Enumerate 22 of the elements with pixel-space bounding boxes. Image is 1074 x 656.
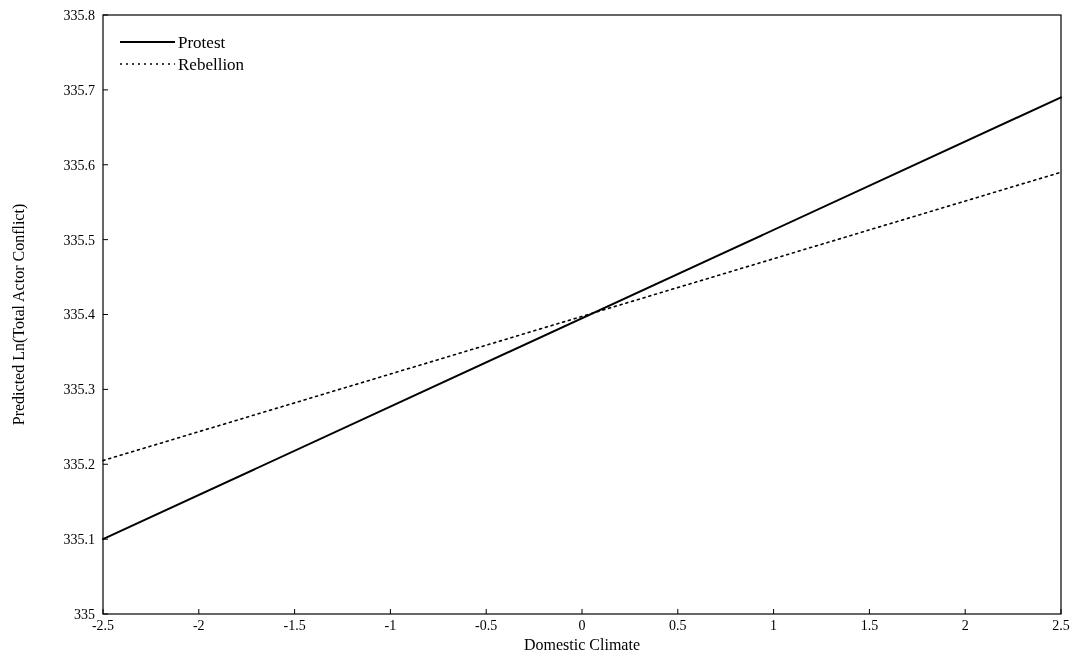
legend-label: Rebellion <box>178 54 245 74</box>
x-tick-label: 1.5 <box>860 618 879 633</box>
y-tick-label: 335.4 <box>63 307 95 323</box>
y-tick-label: 335.6 <box>63 157 95 173</box>
x-tick-label: 2.5 <box>1052 618 1070 633</box>
x-tick-label: -1.5 <box>283 618 306 633</box>
x-tick-label: -1 <box>384 618 397 633</box>
y-tick-label: 335.7 <box>63 82 95 98</box>
x-tick-label: 0.5 <box>669 618 687 633</box>
y-tick-label: 335.3 <box>63 382 95 398</box>
y-tick-label: 335.8 <box>63 7 95 23</box>
x-tick-label: -2 <box>192 618 205 633</box>
y-tick-label: 335.2 <box>63 457 95 473</box>
x-tick-label: 2 <box>961 618 969 633</box>
x-axis-title: Domestic Climate <box>524 636 640 653</box>
x-tick-label: 1 <box>770 618 778 633</box>
x-tick-label: -0.5 <box>475 618 498 633</box>
y-axis-title: Predicted Ln(Total Actor Conflict) <box>10 203 28 426</box>
legend-label: Protest <box>178 32 226 52</box>
x-tick-label: 0 <box>578 618 586 633</box>
y-tick-label: 335.5 <box>63 232 95 248</box>
y-tick-label: 335.1 <box>63 532 95 548</box>
